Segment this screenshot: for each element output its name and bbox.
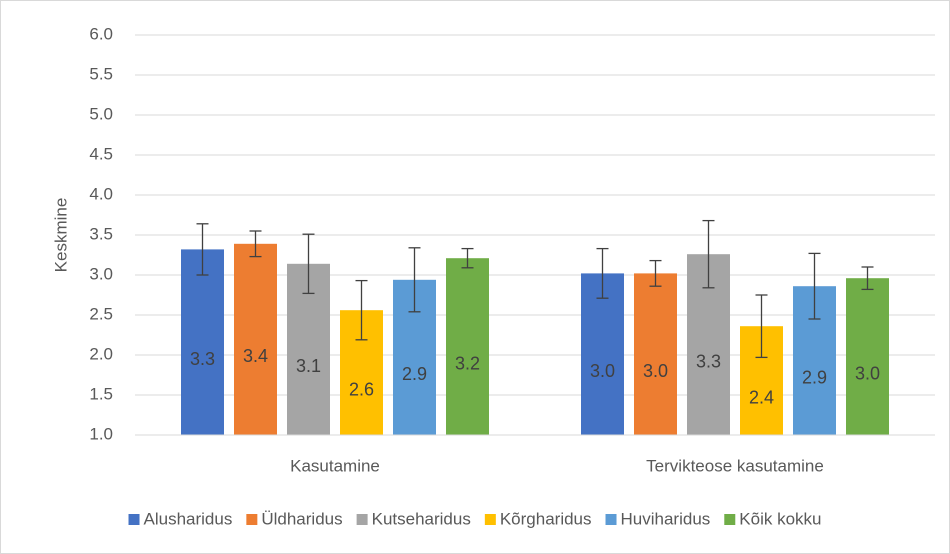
y-tick-label: 6.0 — [89, 24, 113, 43]
data-label: 3.0 — [855, 363, 880, 383]
y-tick-label: 3.5 — [89, 224, 113, 243]
data-label: 3.4 — [243, 346, 268, 366]
y-axis-title: Keskmine — [51, 198, 70, 273]
bar — [446, 258, 489, 435]
y-tick-label: 5.5 — [89, 64, 113, 83]
data-label: 3.0 — [590, 361, 615, 381]
y-tick-label: 4.0 — [89, 184, 113, 203]
y-tick-label: 1.5 — [89, 384, 113, 403]
data-label: 2.4 — [749, 387, 774, 407]
legend-swatch — [246, 514, 258, 525]
legend-swatch — [484, 514, 496, 525]
y-tick-label: 4.5 — [89, 144, 113, 163]
data-label: 3.1 — [296, 356, 321, 376]
bar — [581, 273, 624, 435]
legend-label: Kõrgharidus — [500, 509, 592, 528]
data-label: 2.9 — [802, 367, 827, 387]
legend-label: Kutseharidus — [372, 509, 471, 528]
legend-label: Kõik kokku — [739, 509, 821, 528]
y-tick-label: 2.5 — [89, 304, 113, 323]
bar — [181, 249, 224, 435]
bar — [846, 278, 889, 435]
y-tick-label: 3.0 — [89, 264, 113, 283]
data-label: 2.9 — [402, 364, 427, 384]
data-label: 3.3 — [696, 351, 721, 371]
legend-swatch — [605, 514, 617, 525]
legend-swatch — [724, 514, 736, 525]
data-label: 2.6 — [349, 379, 374, 399]
legend-label: Üldharidus — [261, 509, 342, 528]
x-tick-label: Kasutamine — [290, 456, 380, 475]
bar — [634, 273, 677, 435]
legend-label: Alusharidus — [144, 509, 233, 528]
data-label: 3.0 — [643, 361, 668, 381]
y-tick-label: 5.0 — [89, 104, 113, 123]
bar — [234, 243, 277, 435]
x-tick-label: Tervikteose kasutamine — [646, 456, 824, 475]
legend-swatch — [128, 514, 140, 525]
data-label: 3.2 — [455, 353, 480, 373]
legend-swatch — [356, 514, 368, 525]
legend-label: Huviharidus — [621, 509, 711, 528]
y-tick-label: 2.0 — [89, 344, 113, 363]
data-label: 3.3 — [190, 349, 215, 369]
y-tick-label: 1.0 — [89, 424, 113, 443]
